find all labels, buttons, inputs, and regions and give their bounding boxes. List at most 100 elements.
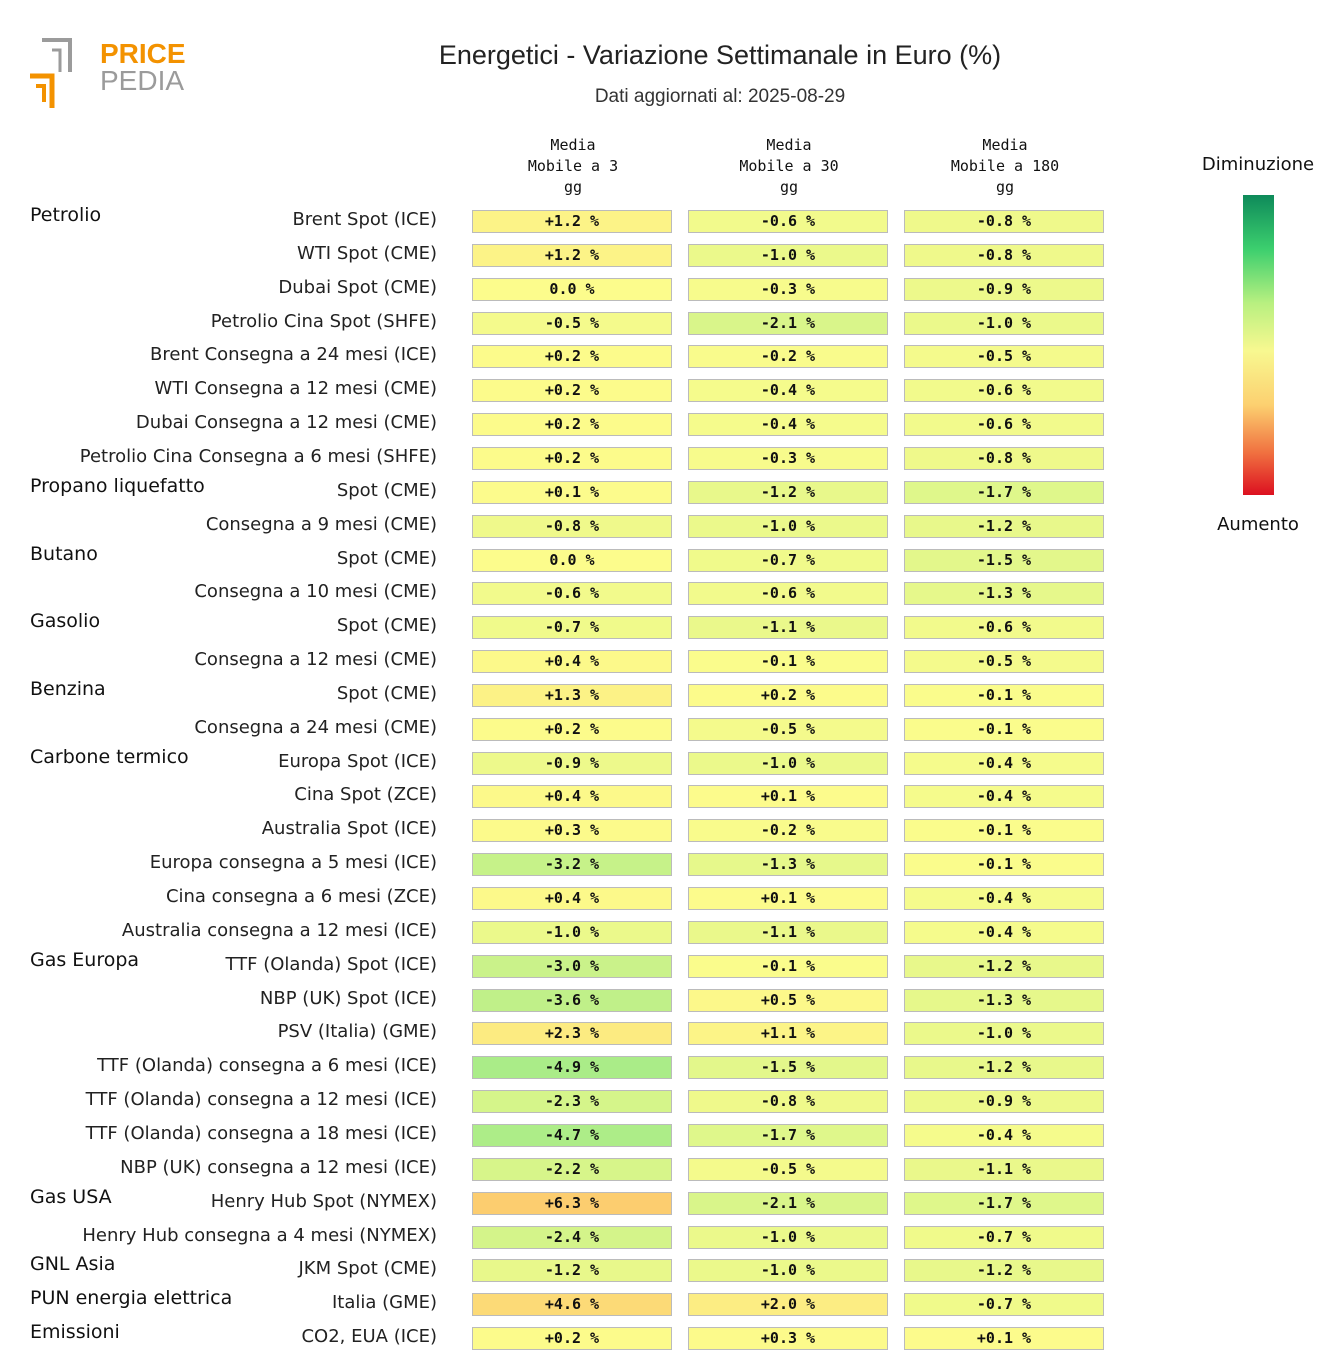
row-label: PSV (Italia) (GME) [277,1021,437,1043]
value-cell: -1.5 % [904,548,1104,572]
group-label: Propano liquefatto [30,474,205,497]
value-cell: -0.3 % [688,277,888,301]
row-label: Consegna a 12 mesi (CME) [194,649,437,671]
value-cell: -0.5 % [688,717,888,741]
value-cell: -0.9 % [904,1090,1104,1114]
group-label: Butano [30,542,98,565]
value-cell: +1.1 % [688,1022,888,1046]
value-cell: -0.4 % [904,1123,1104,1147]
value-cell: -0.2 % [688,819,888,843]
logo-text-pedia: PEDIA [100,65,184,96]
row-label: Cina Spot (ZCE) [294,784,437,806]
row-label: Henry Hub consegna a 4 mesi (NYMEX) [82,1224,437,1246]
pricepedia-logo: PRICE PEDIA [30,38,186,108]
value-cell: +0.2 % [472,446,672,470]
row-label: WTI Spot (CME) [297,242,437,264]
value-cell: -1.1 % [688,616,888,640]
value-cell: -2.2 % [472,1157,672,1181]
value-cell: -1.0 % [904,1022,1104,1046]
value-cell: -1.7 % [688,1123,888,1147]
value-cell: -0.1 % [904,819,1104,843]
value-cell: -0.7 % [904,1225,1104,1249]
value-cell: +0.4 % [472,650,672,674]
value-cell: -1.0 % [904,311,1104,335]
value-cell: -0.6 % [904,379,1104,403]
row-label: Europa Spot (ICE) [278,750,437,772]
value-cell: +0.5 % [688,988,888,1012]
value-cell: -1.7 % [904,480,1104,504]
value-cell: -0.6 % [904,413,1104,437]
value-cell: +0.4 % [472,785,672,809]
value-cell: -2.4 % [472,1225,672,1249]
value-cell: +0.3 % [472,819,672,843]
row-label: Spot (CME) [336,682,437,704]
row-label: Spot (CME) [336,479,437,501]
group-label: PUN energia elettrica [30,1287,233,1310]
value-cell: -1.3 % [688,853,888,877]
value-cell: -0.6 % [904,616,1104,640]
group-label: Emissioni [30,1321,120,1344]
legend-bottom-label: Aumento [1217,514,1299,535]
value-cell: -1.0 % [688,751,888,775]
value-cell: +2.3 % [472,1022,672,1046]
row-label: Australia Spot (ICE) [261,818,437,840]
row-label: TTF (Olanda) Spot (ICE) [225,953,437,975]
group-label: Gas Europa [30,948,140,971]
value-cell: -0.5 % [688,1157,888,1181]
value-cell: -0.4 % [904,920,1104,944]
row-label: Brent Consegna a 24 mesi (ICE) [149,344,437,366]
value-cell: +1.2 % [472,243,672,267]
column-header-2: Media Mobile a 30 gg [739,136,839,196]
value-cell: -0.1 % [904,853,1104,877]
value-cell: +0.1 % [472,480,672,504]
value-cell: -0.4 % [904,751,1104,775]
row-label: Henry Hub Spot (NYMEX) [210,1190,437,1212]
value-cell: -0.6 % [688,210,888,233]
value-cell: -0.7 % [472,616,672,640]
value-cell: -0.7 % [688,548,888,572]
value-cell: -0.8 % [688,1090,888,1114]
value-cell: -1.2 % [904,1056,1104,1080]
value-cell: +0.4 % [472,887,672,910]
value-cell: -0.1 % [688,650,888,674]
value-cell: +0.1 % [688,887,888,910]
value-cell: -1.0 % [688,243,888,267]
value-cell: -1.0 % [688,1225,888,1249]
value-cell: -0.6 % [472,582,672,606]
row-label: Italia (GME) [331,1292,437,1314]
value-cell: -0.3 % [688,446,888,470]
value-cell: -3.2 % [472,853,672,877]
value-cell: -2.1 % [688,311,888,335]
value-cell: -4.9 % [472,1056,672,1080]
value-cell: -0.5 % [904,345,1104,369]
value-cell: -1.0 % [472,920,672,944]
row-label: Consegna a 9 mesi (CME) [205,513,437,535]
value-cell: -1.2 % [904,514,1104,538]
value-cell: +6.3 % [472,1191,672,1215]
value-cell: -0.4 % [688,413,888,437]
group-label: Petrolio [30,204,102,226]
value-cell: +0.2 % [472,345,672,369]
value-cell: +4.6 % [472,1293,672,1317]
row-label: TTF (Olanda) consegna a 18 mesi (ICE) [85,1122,437,1144]
value-cell: -1.2 % [472,1259,672,1283]
value-cell: +0.2 % [472,413,672,437]
value-cell: -1.2 % [904,954,1104,978]
row-label: WTI Consegna a 12 mesi (CME) [154,378,437,400]
value-cell: +0.1 % [688,785,888,809]
row-label: TTF (Olanda) consegna a 6 mesi (ICE) [97,1055,437,1077]
column-header-3: Media Mobile a 180 gg [950,136,1060,196]
row-label: Consegna a 24 mesi (CME) [194,716,437,738]
group-label: Gasolio [30,610,101,633]
value-cell: -0.8 % [904,243,1104,267]
group-label: GNL Asia [30,1253,116,1276]
group-label: Gas USA [30,1185,112,1208]
value-cell: -1.0 % [688,514,888,538]
value-cell: -0.8 % [904,210,1104,233]
legend-color-bar [1243,195,1274,495]
value-cell: -0.6 % [688,582,888,606]
row-label: Cina consegna a 6 mesi (ZCE) [165,886,437,907]
column-header-1: Media Mobile a 3 gg [527,136,619,196]
value-cell: -2.1 % [688,1191,888,1215]
logo-text-price: PRICE [100,38,186,69]
